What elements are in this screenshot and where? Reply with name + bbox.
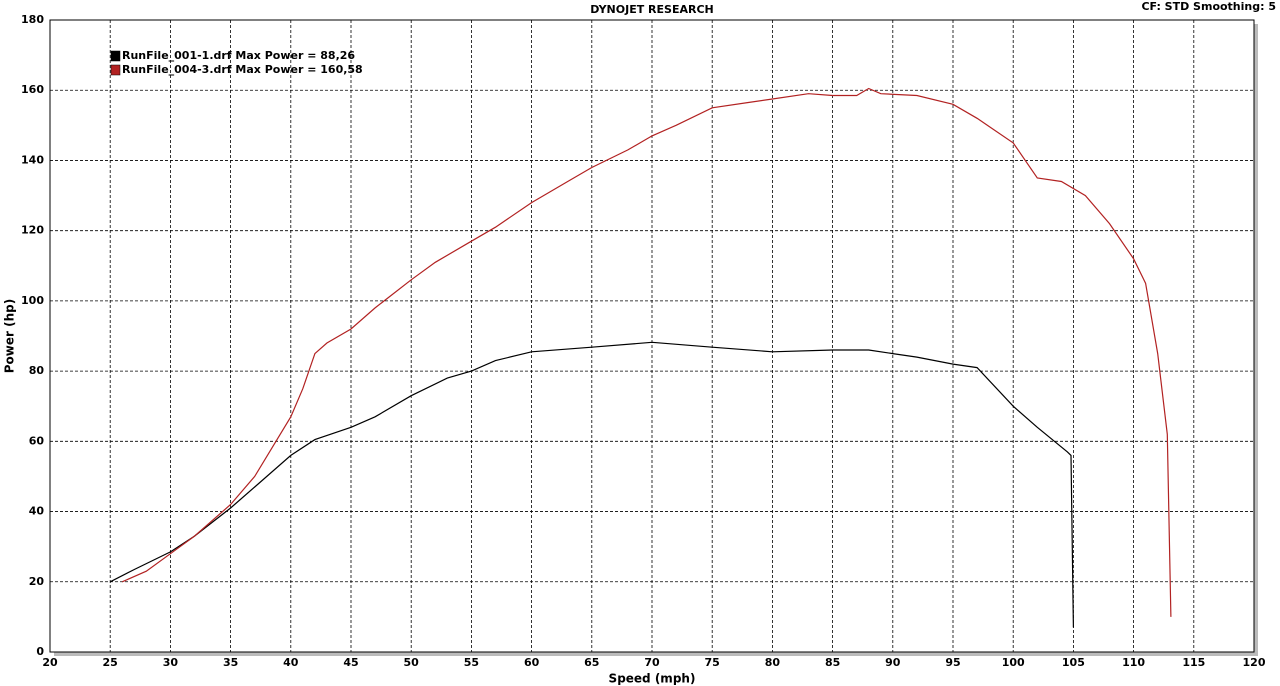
y-tick-label: 140 xyxy=(21,153,44,166)
x-tick-label: 105 xyxy=(1062,656,1085,669)
y-tick-label: 80 xyxy=(29,364,45,377)
y-tick-label: 60 xyxy=(29,434,45,447)
x-tick-label: 90 xyxy=(885,656,901,669)
x-tick-label: 75 xyxy=(705,656,720,669)
x-tick-label: 25 xyxy=(103,656,118,669)
x-tick-label: 80 xyxy=(765,656,781,669)
y-tick-label: 0 xyxy=(36,645,44,658)
y-tick-label: 20 xyxy=(29,575,45,588)
x-tick-label: 115 xyxy=(1182,656,1205,669)
chart-title: DYNOJET RESEARCH xyxy=(590,3,713,16)
x-tick-label: 85 xyxy=(825,656,840,669)
x-tick-label: 60 xyxy=(524,656,540,669)
legend-label: RunFile_001-1.drf Max Power = 88,26 xyxy=(122,49,355,62)
x-axis-label: Speed (mph) xyxy=(609,672,696,686)
y-axis-label: Power (hp) xyxy=(3,299,17,373)
y-tick-label: 40 xyxy=(29,505,45,518)
x-tick-label: 65 xyxy=(584,656,599,669)
x-tick-label: 100 xyxy=(1002,656,1025,669)
x-tick-label: 70 xyxy=(644,656,660,669)
x-tick-label: 20 xyxy=(42,656,58,669)
x-tick-label: 95 xyxy=(945,656,960,669)
y-tick-label: 180 xyxy=(21,13,44,26)
chart-subtitle: CF: STD Smoothing: 5 xyxy=(1141,0,1276,13)
x-tick-label: 55 xyxy=(464,656,479,669)
y-tick-label: 120 xyxy=(21,224,44,237)
x-tick-label: 40 xyxy=(283,656,299,669)
x-tick-label: 35 xyxy=(223,656,238,669)
series-line xyxy=(121,87,1172,617)
x-tick-label: 45 xyxy=(343,656,358,669)
legend-swatch xyxy=(110,50,121,62)
y-tick-label: 100 xyxy=(21,294,44,307)
x-tick-label: 110 xyxy=(1122,656,1145,669)
legend-label: RunFile_004-3.drf Max Power = 160,58 xyxy=(122,63,363,76)
legend-swatch xyxy=(110,64,121,76)
series-line xyxy=(109,341,1074,628)
y-tick-label: 160 xyxy=(21,83,44,96)
x-tick-label: 30 xyxy=(163,656,179,669)
x-tick-label: 120 xyxy=(1243,656,1266,669)
x-tick-label: 50 xyxy=(404,656,420,669)
